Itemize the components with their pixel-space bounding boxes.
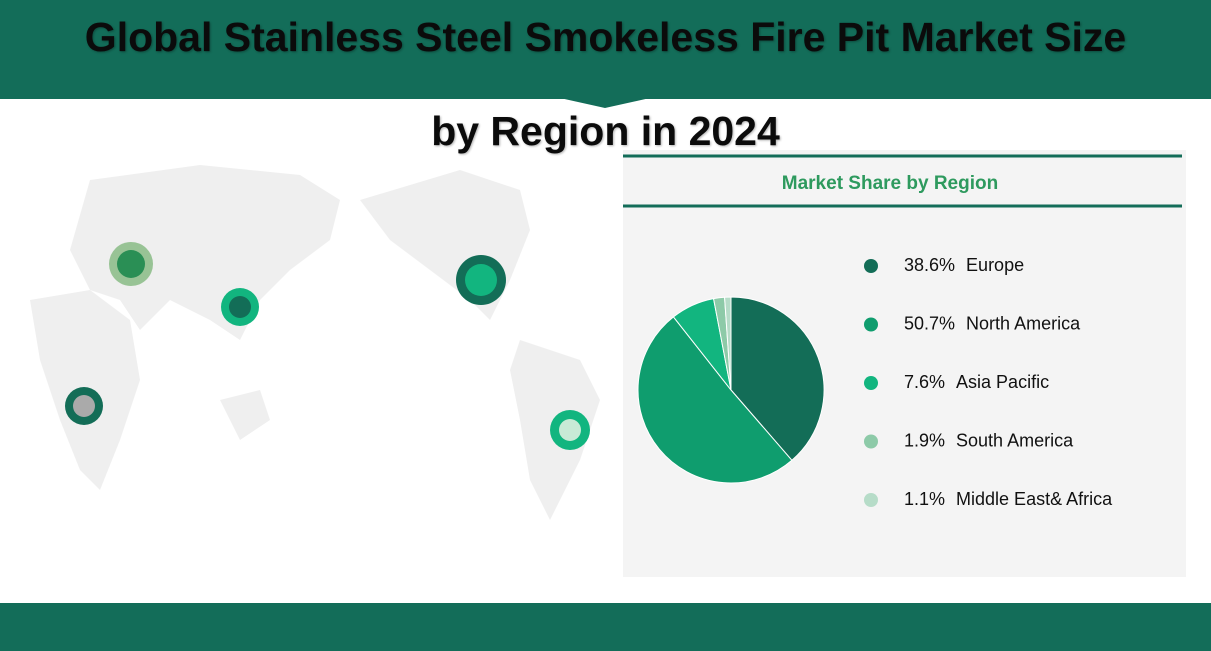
legend-dot: [864, 317, 878, 332]
legend-dot: [864, 376, 878, 390]
legend-value: 1.1%: [904, 489, 945, 509]
pie-slice: [724, 296, 732, 391]
world-map: [30, 165, 600, 520]
legend-value: 50.7%: [904, 313, 955, 333]
title: Global Stainless Steel Smokeless Fire Pi…: [84, 14, 1127, 60]
panel-title: Market Share by Region: [782, 173, 998, 194]
subtitle: by Region in 2024: [431, 108, 780, 154]
legend-dot: [864, 493, 878, 507]
header-pointer: [560, 98, 650, 108]
legend-label: Europe: [966, 255, 1024, 275]
legend-label: Asia Pacific: [956, 372, 1049, 392]
legend-value: 38.6%: [904, 255, 955, 275]
pie-slice: [637, 316, 793, 484]
legend-dot: [864, 259, 878, 273]
legend-value: 7.6%: [904, 372, 945, 392]
footer-band: [0, 603, 1211, 651]
pie-slice: [730, 296, 825, 461]
legend-label: Middle East& Africa: [956, 489, 1113, 509]
legend-label: South America: [956, 430, 1074, 450]
map-markers: [65, 242, 590, 450]
legend-label: North America: [966, 313, 1081, 333]
legend-dot: [864, 434, 878, 449]
legend-value: 1.9%: [904, 430, 945, 450]
header-band: [0, 0, 1211, 99]
